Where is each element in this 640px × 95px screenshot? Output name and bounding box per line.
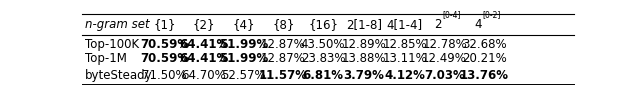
Text: 4.12%: 4.12% [385, 68, 426, 82]
Text: [0-2]: [0-2] [483, 11, 501, 20]
Text: 70.59%: 70.59% [140, 38, 189, 51]
Text: 12.89%: 12.89% [342, 38, 387, 51]
Text: 12.85%: 12.85% [383, 38, 427, 51]
Text: 2: 2 [435, 18, 442, 31]
Text: 4[1-4]: 4[1-4] [387, 18, 423, 31]
Text: 12.87%: 12.87% [261, 52, 306, 65]
Text: {4}: {4} [232, 18, 255, 31]
Text: byteSteady: byteSteady [85, 68, 152, 82]
Text: 43.50%: 43.50% [301, 38, 346, 51]
Text: 23.83%: 23.83% [301, 52, 346, 65]
Text: 6.81%: 6.81% [303, 68, 344, 82]
Text: 64.41%: 64.41% [179, 52, 228, 65]
Text: 11.57%: 11.57% [259, 68, 308, 82]
Text: 20.21%: 20.21% [462, 52, 507, 65]
Text: 64.70%: 64.70% [182, 68, 227, 82]
Text: 7.03%: 7.03% [424, 68, 465, 82]
Text: {16}: {16} [308, 18, 338, 31]
Text: 51.99%: 51.99% [219, 38, 268, 51]
Text: 70.59%: 70.59% [140, 52, 189, 65]
Text: 2[1-8]: 2[1-8] [346, 18, 382, 31]
Text: {8}: {8} [272, 18, 294, 31]
Text: 12.49%: 12.49% [422, 52, 467, 65]
Text: 52.57%: 52.57% [221, 68, 266, 82]
Text: Top-100K: Top-100K [85, 38, 139, 51]
Text: n-gram set: n-gram set [85, 18, 150, 31]
Text: [0-4]: [0-4] [443, 11, 461, 20]
Text: {1}: {1} [153, 18, 175, 31]
Text: 64.41%: 64.41% [179, 38, 228, 51]
Text: 32.68%: 32.68% [462, 38, 506, 51]
Text: 3.79%: 3.79% [344, 68, 385, 82]
Text: 12.87%: 12.87% [261, 38, 306, 51]
Text: 51.99%: 51.99% [219, 52, 268, 65]
Text: 12.78%: 12.78% [422, 38, 467, 51]
Text: Top-1M: Top-1M [85, 52, 127, 65]
Text: 13.11%: 13.11% [383, 52, 428, 65]
Text: 71.50%: 71.50% [142, 68, 187, 82]
Text: 4: 4 [474, 18, 481, 31]
Text: 13.88%: 13.88% [342, 52, 386, 65]
Text: {2}: {2} [193, 18, 215, 31]
Text: 13.76%: 13.76% [460, 68, 509, 82]
